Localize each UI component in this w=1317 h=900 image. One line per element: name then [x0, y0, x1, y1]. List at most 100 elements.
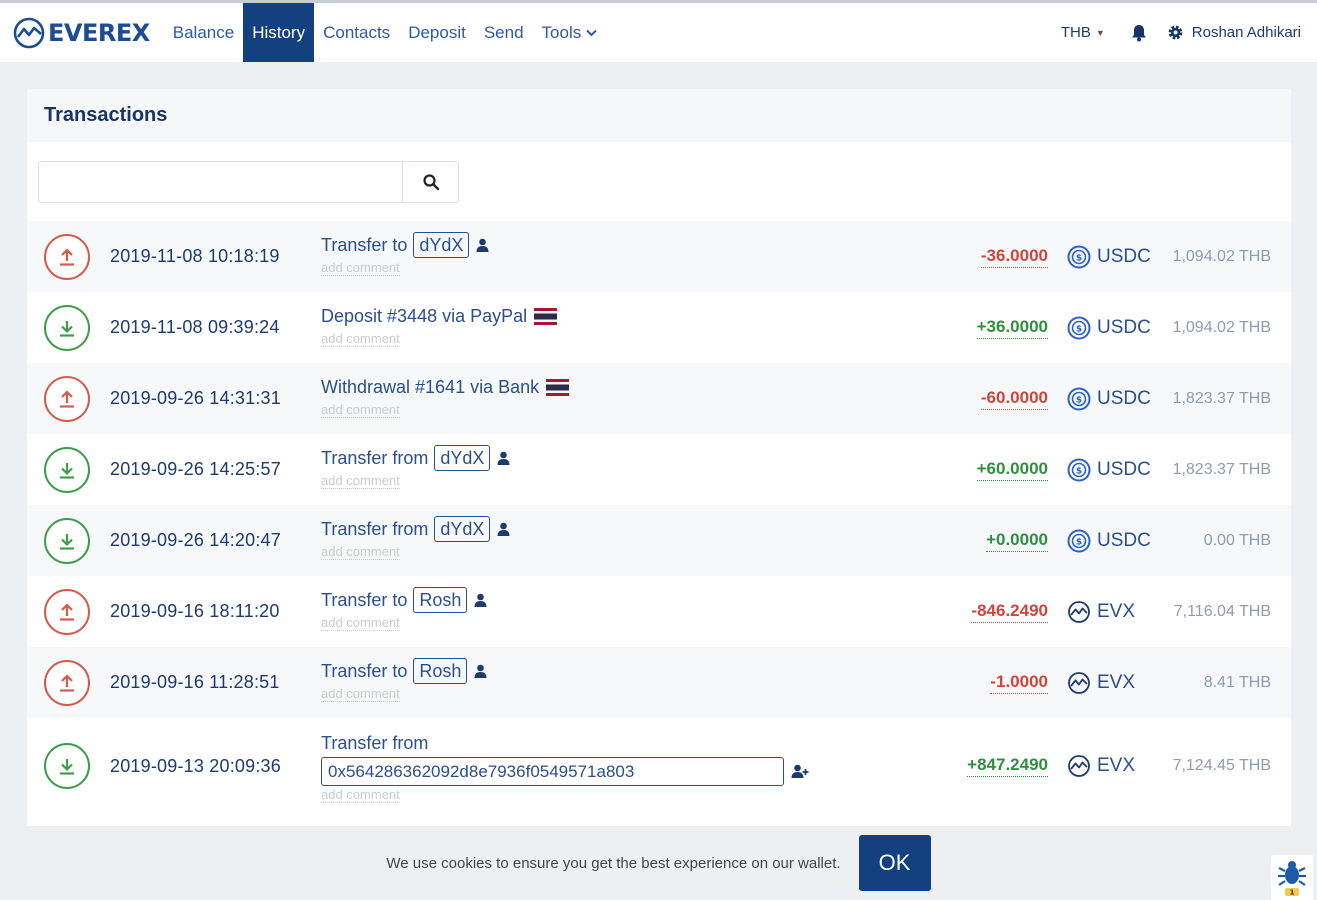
tx-desc-text: Transfer from [321, 447, 429, 468]
contact-tag[interactable]: Rosh [413, 587, 468, 613]
person-icon[interactable] [476, 238, 489, 252]
user-name: Roshan Adhikari [1191, 24, 1301, 41]
transactions-panel: Transactions 2019-11-08 10:18:19 Transfe… [27, 89, 1291, 829]
table-row: 2019-09-13 20:09:36 Transfer from 0x5642… [27, 718, 1291, 814]
contact-tag[interactable]: dYdX [413, 232, 470, 258]
upload-icon[interactable] [44, 588, 90, 635]
tx-coin: EVX [1067, 671, 1135, 695]
usdc-coin-icon: $ [1067, 458, 1091, 481]
cookie-ok-button[interactable]: OK [858, 835, 931, 891]
tx-desc-text: Deposit #3448 via PayPal [321, 305, 528, 326]
tx-fiat-value: 1,094.02 THB [1172, 247, 1271, 265]
contact-tag[interactable]: dYdX [434, 516, 491, 542]
svg-text:$: $ [1076, 324, 1082, 334]
nav-history[interactable]: History [243, 3, 315, 62]
person-icon[interactable] [497, 522, 510, 536]
brand-logo[interactable]: EVEREX [12, 16, 150, 50]
add-comment-link[interactable]: add comment [321, 331, 400, 347]
user-menu[interactable]: Roshan Adhikari [1167, 24, 1301, 41]
add-comment-link[interactable]: add comment [321, 260, 400, 276]
contact-tag[interactable]: Rosh [413, 658, 468, 684]
person-icon[interactable] [474, 593, 487, 607]
usdc-coin-icon: $ [1067, 529, 1091, 552]
nav-balance[interactable]: Balance [172, 22, 235, 42]
nav-contacts[interactable]: Contacts [323, 22, 391, 42]
download-icon[interactable] [44, 304, 90, 351]
add-comment-link[interactable]: add comment [321, 473, 400, 489]
tx-description: Transfer from dYdX add comment [321, 444, 510, 490]
tx-coin: EVX [1067, 600, 1135, 624]
brand-name: EVEREX [48, 18, 150, 47]
tx-date: 2019-11-08 10:18:19 [110, 246, 280, 266]
tx-coin: $ USDC [1067, 458, 1151, 482]
tx-coin: $ USDC [1067, 316, 1151, 340]
cookie-banner: We use cookies to ensure you get the bes… [0, 826, 1317, 900]
search-button[interactable] [402, 161, 458, 202]
table-row: 2019-09-26 14:31:31 Withdrawal #1641 via… [27, 363, 1291, 434]
tx-description: Transfer to Rosh add comment [321, 657, 487, 703]
usdc-coin-icon: $ [1067, 316, 1091, 339]
person-icon[interactable] [474, 664, 487, 678]
tx-date: 2019-09-13 20:09:36 [110, 755, 281, 776]
search-input[interactable] [39, 161, 402, 202]
currency-selector[interactable]: THB ▼ [1061, 24, 1105, 41]
panel-title: Transactions [27, 89, 1291, 142]
tx-amount: +847.2490 [967, 755, 1048, 777]
thailand-flag-icon [534, 307, 558, 325]
nav-deposit[interactable]: Deposit [408, 22, 466, 42]
tx-fiat-value: 1,823.37 THB [1172, 389, 1271, 407]
coin-symbol: EVX [1097, 671, 1136, 693]
tx-description: Transfer from dYdX add comment [321, 515, 510, 561]
table-row: 2019-11-08 09:39:24 Deposit #3448 via Pa… [27, 292, 1291, 363]
add-contact-icon[interactable] [791, 764, 809, 778]
add-comment-link[interactable]: add comment [321, 615, 400, 631]
nav-tools[interactable]: Tools [533, 3, 607, 62]
tx-date: 2019-09-26 14:20:47 [110, 530, 281, 550]
upload-icon[interactable] [44, 659, 90, 706]
search-icon [422, 173, 439, 190]
svg-text:$: $ [1076, 466, 1082, 476]
search-row [27, 142, 1291, 221]
tx-coin: EVX [1067, 754, 1135, 778]
tx-date: 2019-09-16 18:11:20 [110, 601, 280, 621]
tx-coin: $ USDC [1067, 529, 1151, 553]
contact-tag[interactable]: dYdX [434, 445, 491, 471]
add-comment-link[interactable]: add comment [321, 787, 400, 803]
tx-fiat-value: 8.41 THB [1203, 673, 1271, 691]
tx-date: 2019-09-26 14:25:57 [110, 459, 281, 479]
tx-fiat-value: 1,094.02 THB [1172, 318, 1271, 336]
add-comment-link[interactable]: add comment [321, 686, 400, 702]
tx-fiat-value: 7,116.04 THB [1173, 602, 1271, 620]
download-icon[interactable] [44, 446, 90, 493]
nav-send[interactable]: Send [483, 22, 524, 42]
download-icon[interactable] [44, 517, 90, 564]
tx-description: Transfer to dYdX add comment [321, 231, 489, 277]
table-row: 2019-09-16 11:28:51 Transfer to Rosh add… [27, 647, 1291, 718]
add-comment-link[interactable]: add comment [321, 402, 400, 418]
bell-icon[interactable] [1131, 24, 1147, 42]
person-icon[interactable] [497, 451, 510, 465]
upload-icon[interactable] [44, 375, 90, 422]
tx-desc-text: Transfer from [321, 518, 429, 539]
tx-description: Transfer from 0x564286362092d8e7936f0549… [321, 730, 809, 804]
caret-down-icon: ▼ [1095, 27, 1105, 38]
evx-coin-icon [1068, 600, 1090, 623]
tx-amount: -36.0000 [980, 246, 1048, 268]
search-box [38, 160, 459, 203]
sender-address[interactable]: 0x564286362092d8e7936f0549571a803 [321, 756, 784, 786]
tx-fiat-value: 1,823.37 THB [1172, 460, 1271, 478]
coin-symbol: USDC [1097, 387, 1151, 409]
tx-amount: +36.0000 [976, 317, 1048, 339]
add-comment-link[interactable]: add comment [321, 544, 400, 560]
tx-fiat-value: 7,124.45 THB [1172, 757, 1271, 774]
download-icon[interactable] [44, 743, 90, 789]
bug-report-button[interactable]: 1 [1271, 855, 1313, 900]
tx-description: Withdrawal #1641 via Bank add comment [321, 373, 570, 419]
tx-date: 2019-11-08 09:39:24 [110, 317, 280, 337]
table-row: 2019-09-26 14:20:47 Transfer from dYdX a… [27, 505, 1291, 576]
coin-symbol: EVX [1097, 755, 1136, 776]
tx-amount: -1.0000 [990, 672, 1048, 694]
evx-coin-icon [1068, 755, 1090, 777]
table-row: 2019-09-16 18:11:20 Transfer to Rosh add… [27, 576, 1291, 647]
upload-icon[interactable] [44, 233, 90, 280]
